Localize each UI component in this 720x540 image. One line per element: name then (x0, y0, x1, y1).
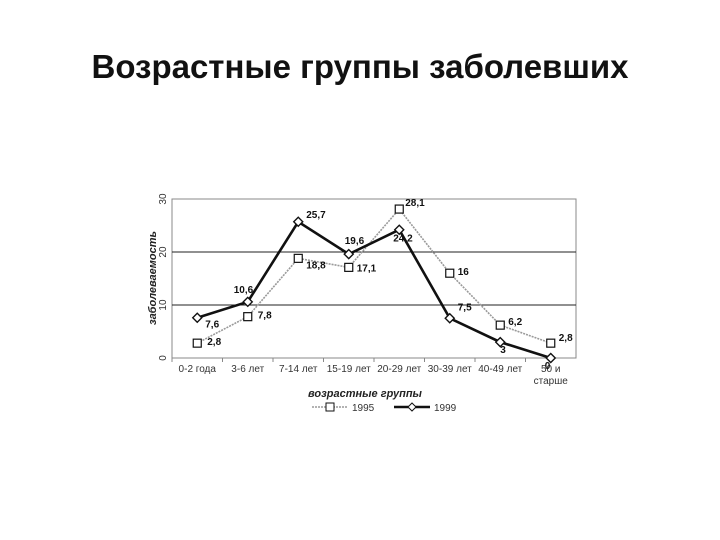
x-tick-label: 50 и старше (534, 364, 569, 387)
y-axis-title: заболеваемость (147, 231, 159, 325)
x-tick-label: 30-39 лет (428, 364, 472, 375)
data-label: 28,1 (405, 198, 425, 209)
x-tick-label: 3-6 лет (231, 364, 264, 375)
x-axis-title: возрастные группы (308, 388, 423, 400)
legend-marker (325, 402, 335, 412)
legend-label: 1999 (434, 403, 457, 414)
y-axis-ticks: 0 10 20 30 (158, 193, 169, 361)
data-label: 18,8 (306, 260, 326, 271)
series-line-1995 (196, 207, 552, 344)
data-point-1999 (444, 312, 456, 324)
data-label: 3 (500, 345, 506, 356)
data-point-1999 (343, 248, 355, 260)
x-tick-label: 15-19 лет (327, 364, 371, 375)
data-point-1999 (242, 296, 254, 308)
data-label: 0 (545, 361, 551, 372)
data-point-1999 (191, 312, 203, 324)
y-tick-label: 10 (158, 299, 169, 311)
legend-label: 1995 (352, 403, 375, 414)
data-label: 25,7 (306, 210, 326, 221)
plot-area (171, 198, 577, 359)
data-label: 16 (458, 267, 470, 278)
page-title: Возрастные группы заболевших (91, 48, 629, 85)
data-point-1995 (192, 338, 202, 348)
data-point-1995 (445, 268, 455, 278)
data-label: 2,8 (207, 337, 221, 348)
data-label: 19,6 (345, 236, 365, 247)
data-point-1995 (546, 338, 556, 348)
y-tick-label: 0 (158, 355, 169, 361)
data-point-1999 (494, 336, 506, 348)
data-label: 2,8 (559, 333, 573, 344)
data-label: 17,1 (357, 263, 377, 274)
data-label: 7,6 (205, 320, 219, 331)
x-tick-label: 0-2 года (179, 364, 217, 375)
legend: 1995 1999 (312, 402, 457, 414)
data-label: 10,6 (234, 285, 254, 296)
series-1999: 7,6 10,6 25,7 19,6 24,2 7,5 3 0 (191, 210, 557, 372)
x-tick-label: 40-49 лет (478, 364, 522, 375)
data-point-1995 (293, 253, 303, 263)
data-point-1995 (243, 312, 253, 322)
data-point-1995 (495, 320, 505, 330)
data-label: 24,2 (393, 234, 413, 245)
data-label: 6,2 (508, 317, 522, 328)
data-label: 7,5 (458, 302, 472, 313)
series-1995: 2,8 7,8 18,8 17,1 28,1 16 6,2 2,8 (192, 198, 573, 348)
x-axis-ticks: 0-2 года 3-6 лет 7-14 лет 15-19 лет 20-29 ле… (171, 358, 569, 387)
series-group: 2,8 7,8 18,8 17,1 28,1 16 6,2 2,8 7,6 10,6 25,7 19,… (191, 198, 573, 372)
x-tick-label: 7-14 лет (279, 364, 318, 375)
data-point-1999 (393, 224, 405, 236)
data-point-1995 (394, 204, 404, 214)
data-point-1999 (292, 216, 304, 228)
data-point-1995 (344, 262, 354, 272)
legend-marker (407, 402, 417, 412)
series-line-1999 (196, 219, 552, 360)
y-tick-label: 20 (158, 246, 169, 258)
data-label: 7,8 (258, 311, 272, 322)
data-point-1999 (545, 352, 557, 364)
x-tick-label: 20-29 лет (377, 364, 421, 375)
y-tick-label: 30 (158, 193, 169, 205)
